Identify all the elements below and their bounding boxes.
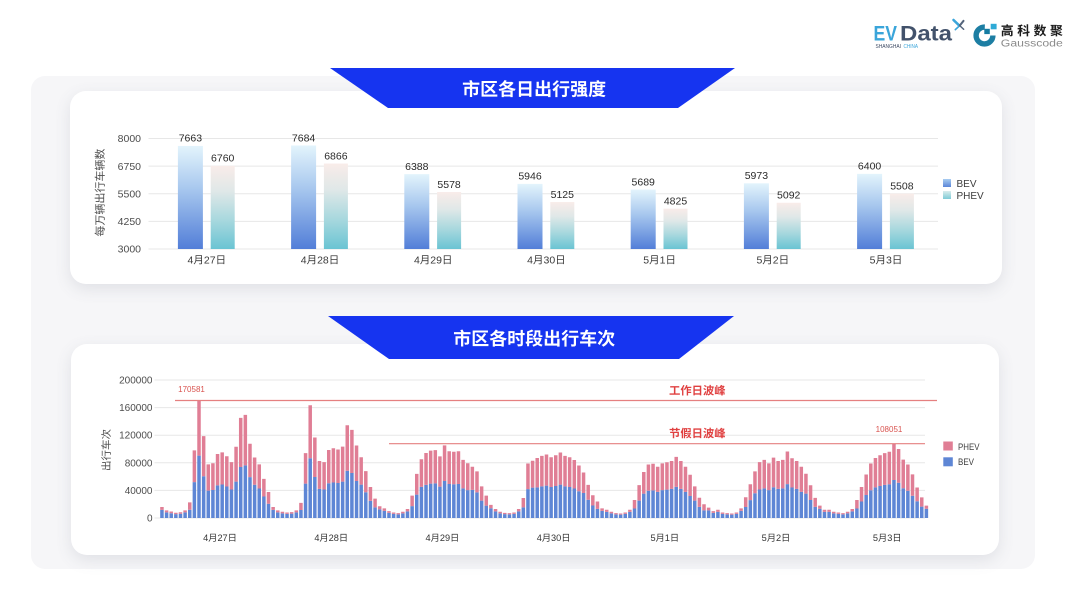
svg-text:5578: 5578 [437,179,461,191]
svg-text:40000: 40000 [125,486,153,497]
svg-text:53: 53 [873,533,892,543]
svg-text:7663: 7663 [179,133,203,145]
svg-text:PHEV: PHEV [958,442,980,453]
svg-text:6866: 6866 [324,150,348,162]
svg-text:6760: 6760 [211,153,235,165]
svg-text:120000: 120000 [119,431,153,442]
svg-text:6750: 6750 [118,161,142,173]
svg-text:80000: 80000 [125,458,153,469]
svg-text:BEV: BEV [957,179,977,190]
svg-text:5973: 5973 [745,170,769,182]
svg-text:160000: 160000 [119,403,153,414]
svg-text:CHINA: CHINA [904,44,919,50]
svg-text:51: 51 [650,533,669,543]
svg-text:Data: Data [900,22,953,46]
svg-text:SHANGHAI: SHANGHAI [876,44,902,50]
svg-text:5508: 5508 [890,180,914,192]
svg-text:BEV: BEV [958,457,975,468]
svg-text:5092: 5092 [777,190,801,202]
svg-text:Gausscode: Gausscode [1001,38,1064,49]
svg-text:3000: 3000 [118,244,142,256]
svg-text:5125: 5125 [551,189,575,201]
svg-text:4250: 4250 [118,216,142,228]
svg-text:170581: 170581 [178,385,205,394]
svg-text:6400: 6400 [858,161,882,173]
svg-text:4825: 4825 [664,195,688,207]
svg-text:200000: 200000 [119,376,153,387]
svg-text:108051: 108051 [876,425,903,434]
svg-text:8000: 8000 [118,133,142,145]
svg-text:EV: EV [874,22,898,46]
svg-text:7684: 7684 [292,132,316,144]
svg-text:5946: 5946 [518,171,542,183]
svg-text:52: 52 [762,533,781,543]
svg-text:5500: 5500 [118,188,142,200]
svg-text:6388: 6388 [405,161,429,173]
svg-text:PHEV: PHEV [957,191,985,202]
svg-text:0: 0 [147,514,153,525]
svg-text:5689: 5689 [632,176,656,188]
